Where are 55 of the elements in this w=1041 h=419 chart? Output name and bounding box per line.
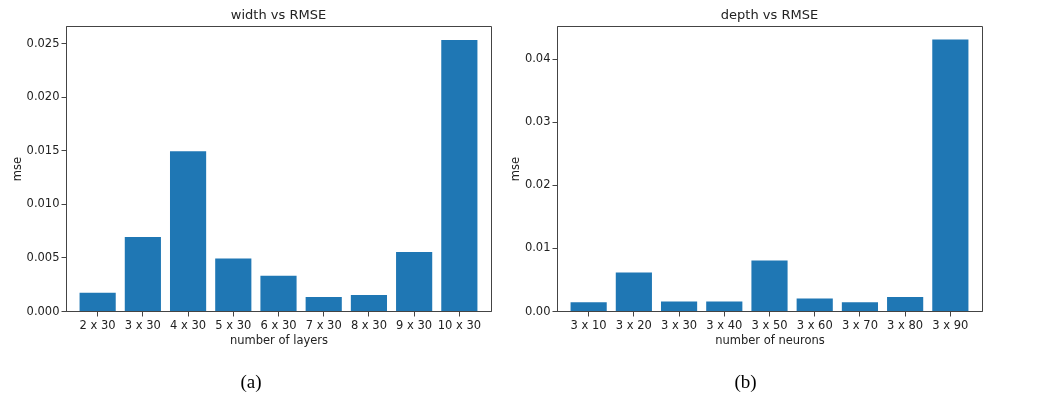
x-tick-label: 3 x 20 [615,317,652,332]
x-tick-label: 3 x 30 [124,317,161,332]
bar [887,297,924,311]
y-tick-label: 0.000 [26,303,60,318]
bar [615,272,652,311]
bar [79,292,116,311]
bar [932,39,969,311]
x-tick-label: 3 x 10 [570,317,607,332]
x-tick-label: 6 x 30 [260,317,297,332]
y-axis-title: mse [9,156,24,182]
x-tick-label: 3 x 50 [751,317,788,332]
y-tick-label: 0.020 [26,89,60,104]
y-tick-label: 0.010 [26,196,60,211]
bar [660,301,698,311]
x-axis-title: number of neurons [715,333,825,347]
bar [796,298,833,311]
bar [260,275,297,311]
x-tick-label: 7 x 30 [305,317,342,332]
y-tick-label: 0.00 [524,303,551,318]
chart-title: depth vs RMSE [720,7,819,22]
bar [169,151,207,311]
y-axis-title: mse [507,156,522,182]
y-tick-label: 0.02 [524,177,551,192]
x-tick-label: 10 x 30 [437,317,482,332]
x-tick-label: 3 x 70 [841,317,878,332]
y-tick-label: 0.04 [524,51,551,66]
bar [841,302,879,311]
y-tick-label: 0.03 [524,114,551,129]
bar [350,294,388,311]
x-tick-label: 3 x 60 [796,317,833,332]
bar [570,302,607,311]
bar [706,301,743,311]
bar [124,237,161,311]
y-tick-label: 0.01 [524,240,551,255]
x-tick-label: 3 x 30 [661,317,698,332]
bar [441,39,478,311]
y-tick-label: 0.025 [26,35,60,50]
x-tick-label: 3 x 40 [706,317,743,332]
x-tick-label: 9 x 30 [396,317,433,332]
x-axis-title: number of layers [229,333,329,347]
y-tick-label: 0.005 [26,249,60,264]
text: (b) [733,371,758,393]
x-tick-label: 5 x 30 [215,317,252,332]
bar [396,252,433,311]
x-tick-label: 2 x 30 [79,317,116,332]
chart-title: width vs RMSE [230,7,327,22]
x-tick-label: 8 x 30 [350,317,387,332]
text: (a) [239,371,263,393]
bar [751,260,788,311]
x-tick-label: 4 x 30 [170,317,207,332]
bar [305,297,342,311]
x-tick-label: 3 x 90 [932,317,969,332]
x-tick-label: 3 x 80 [887,317,924,332]
bar [215,258,252,311]
y-tick-label: 0.015 [26,142,60,157]
